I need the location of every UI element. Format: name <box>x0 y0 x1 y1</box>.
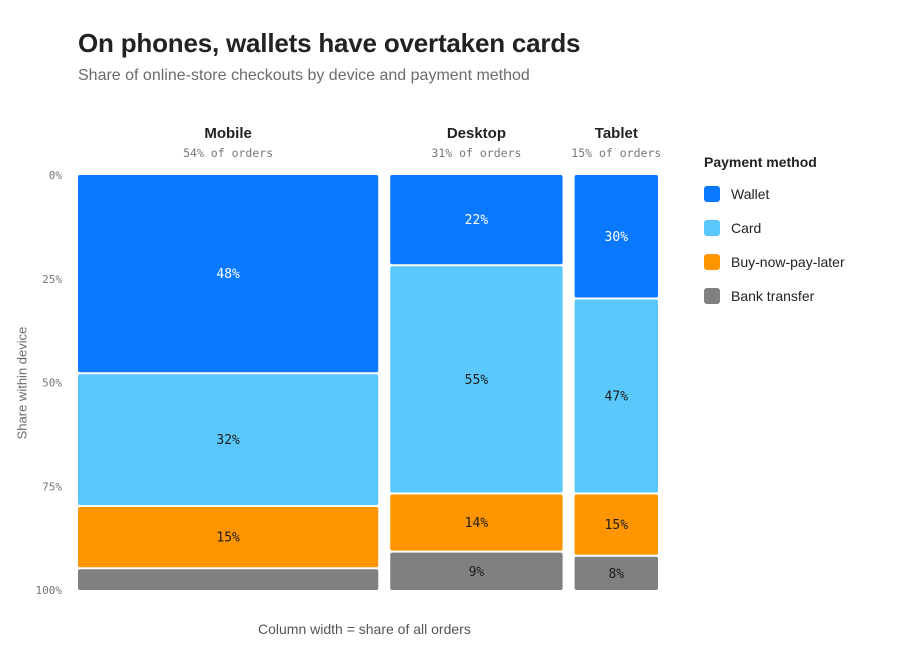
mosaic-cell <box>574 299 658 493</box>
legend-item: Card <box>704 218 845 238</box>
column-header: Desktop <box>447 125 506 142</box>
mosaic-cell <box>78 569 379 590</box>
mosaic-cell <box>574 175 658 298</box>
legend: Payment method Wallet Card Buy-now-pay-lat… <box>704 154 845 320</box>
y-tick-label: 0% <box>49 169 63 182</box>
legend-item: Wallet <box>704 184 845 204</box>
legend-label: Card <box>731 220 762 236</box>
cell-value-label: 22% <box>465 213 489 228</box>
legend-swatch <box>704 186 720 202</box>
legend-swatch <box>704 254 720 270</box>
mosaic-cell <box>390 175 563 265</box>
legend-label: Bank transfer <box>731 288 815 304</box>
y-tick-label: 25% <box>42 273 62 286</box>
chart-title: On phones, wallets have overtaken cards <box>78 28 581 58</box>
cell-value-label: 14% <box>465 516 489 531</box>
cell-value-label: 15% <box>605 518 629 533</box>
legend-item: Bank transfer <box>704 286 845 306</box>
cell-value-label: 48% <box>216 267 240 282</box>
legend-title: Payment method <box>704 154 817 170</box>
legend-swatch <box>704 220 720 236</box>
legend-item: Buy-now-pay-later <box>704 252 845 272</box>
column-share-label: 31% of orders <box>431 146 521 160</box>
chart-subtitle: Share of online-store checkouts by devic… <box>78 67 530 84</box>
cell-value-label: 32% <box>216 433 240 448</box>
cell-value-label: 15% <box>216 531 240 546</box>
legend-swatch <box>704 288 720 304</box>
cell-value-label: 47% <box>605 390 629 405</box>
footnote: Column width = share of all orders <box>258 621 471 637</box>
mosaic-cell <box>390 266 563 493</box>
y-tick-label: 100% <box>36 584 63 597</box>
column-share-label: 54% of orders <box>183 146 273 160</box>
mosaic-cell <box>78 507 379 568</box>
cell-value-label: 9% <box>469 565 485 580</box>
cell-value-label: 8% <box>608 567 624 582</box>
mosaic-cell <box>574 494 658 555</box>
y-axis-label: Share within device <box>14 326 30 440</box>
legend-label: Buy-now-pay-later <box>731 254 845 270</box>
mosaic-cell <box>574 556 658 590</box>
cell-value-label: 55% <box>465 373 489 388</box>
cell-value-label: 30% <box>605 230 629 245</box>
column-share-label: 15% of orders <box>571 146 661 160</box>
column-header: Mobile <box>204 125 252 142</box>
mosaic-cell <box>390 494 563 551</box>
y-tick-label: 75% <box>42 480 62 493</box>
column-header: Tablet <box>595 125 638 142</box>
mosaic-cell <box>390 552 563 590</box>
legend-label: Wallet <box>731 186 770 202</box>
mosaic-cell <box>78 175 379 373</box>
mosaic-cell <box>78 374 379 505</box>
y-tick-label: 50% <box>42 377 62 390</box>
